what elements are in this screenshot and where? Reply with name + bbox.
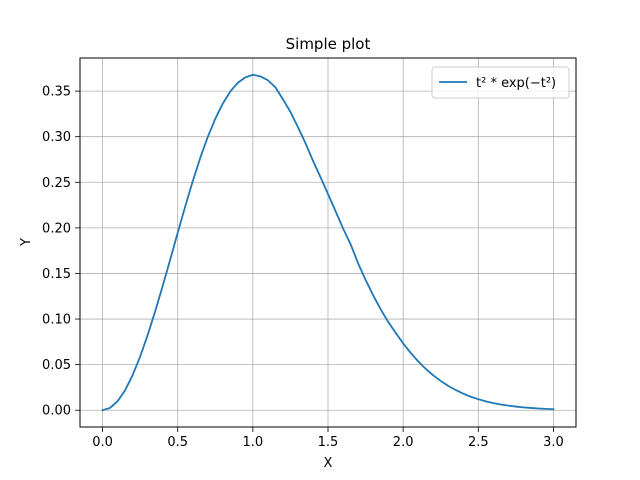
x-tick-label: 0.0 xyxy=(92,435,113,450)
x-tick-label: 2.0 xyxy=(393,435,414,450)
y-tick-label: 0.10 xyxy=(42,313,71,328)
legend-label: t² * exp(−t²) xyxy=(476,76,556,91)
legend: t² * exp(−t²) xyxy=(431,66,570,99)
y-axis: 0.00 0.05 0.10 0.15 0.20 0.25 0.30 0.35 xyxy=(42,85,80,419)
y-tick-label: 0.00 xyxy=(42,404,71,419)
grid xyxy=(80,58,576,427)
y-tick-label: 0.35 xyxy=(42,85,71,100)
x-tick-label: 0.5 xyxy=(167,435,188,450)
x-axis-label: X xyxy=(324,456,333,471)
series-line xyxy=(101,73,555,412)
x-axis: 0.0 0.5 1.0 1.5 2.0 2.5 3.0 xyxy=(92,427,564,450)
y-tick-label: 0.15 xyxy=(42,267,71,282)
y-tick-label: 0.25 xyxy=(42,176,71,191)
x-tick-label: 1.5 xyxy=(318,435,339,450)
x-tick-label: 3.0 xyxy=(543,435,564,450)
legend-box xyxy=(431,66,570,99)
plot-area xyxy=(101,73,555,412)
x-tick-label: 1.0 xyxy=(243,435,264,450)
y-tick-label: 0.30 xyxy=(42,130,71,145)
y-tick-label: 0.20 xyxy=(42,221,71,236)
chart-title: Simple plot xyxy=(286,35,371,53)
y-axis-label: Y xyxy=(19,238,34,247)
x-tick-label: 2.5 xyxy=(468,435,489,450)
y-tick-label: 0.05 xyxy=(42,358,71,373)
